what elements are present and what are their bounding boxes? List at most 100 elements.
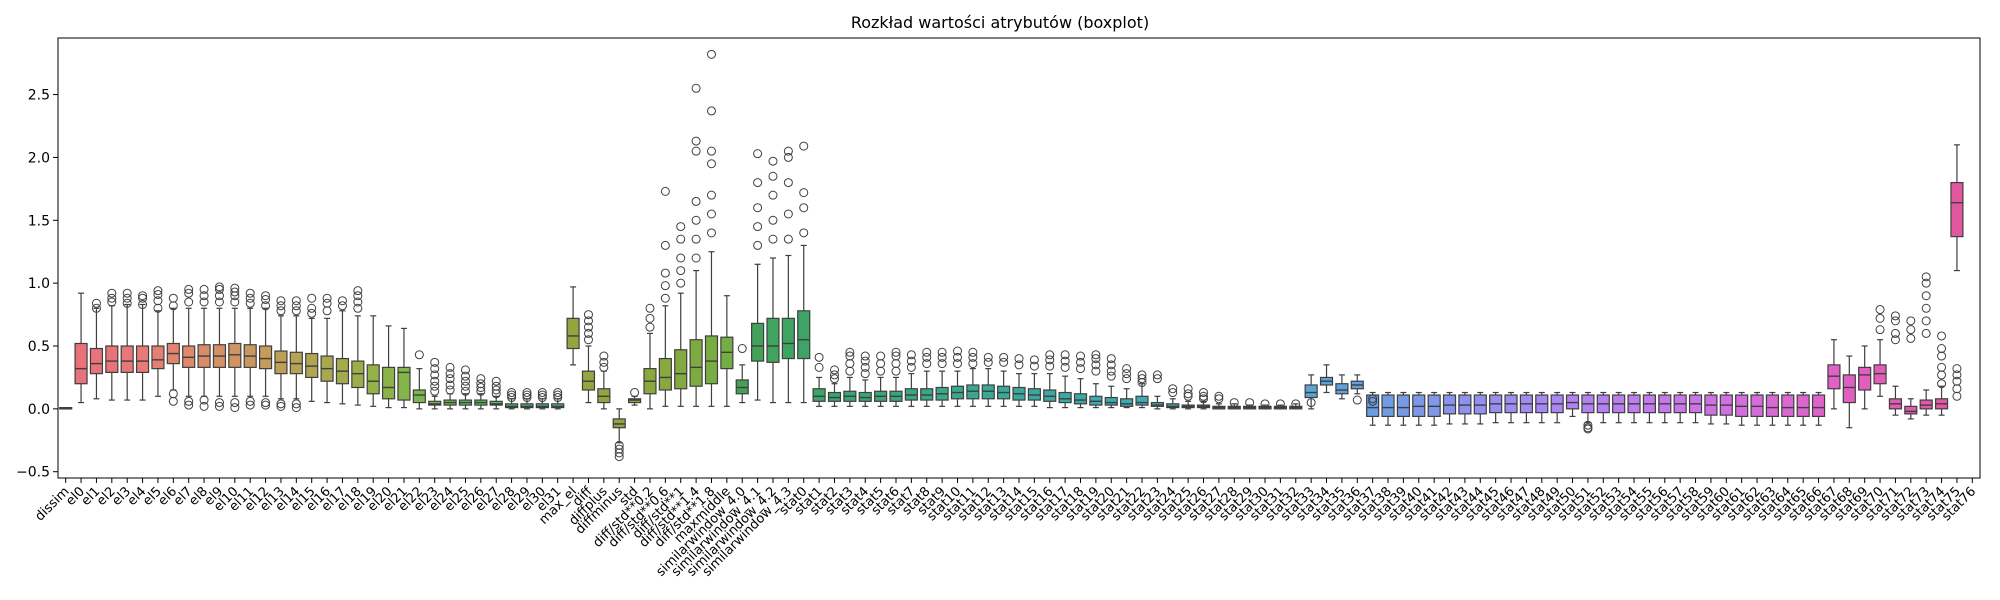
- outlier-point: [1029, 361, 1039, 371]
- outlier-point: [1890, 328, 1900, 338]
- outlier-point: [261, 400, 271, 410]
- outlier-point: [799, 141, 809, 151]
- outlier-point: [230, 283, 240, 293]
- outlier-point: [199, 284, 209, 294]
- box-stat51: [1581, 391, 1595, 434]
- outlier-point: [1921, 316, 1931, 326]
- outlier-point: [153, 289, 163, 299]
- box-diff/std**1.8: [704, 49, 719, 407]
- outlier-point: [676, 222, 686, 232]
- box-stat26: [1196, 388, 1211, 410]
- outlier-point: [906, 362, 916, 372]
- outlier-point: [799, 188, 809, 198]
- outlier-point: [1106, 360, 1116, 370]
- outlier-point: [1937, 379, 1947, 389]
- outlier-point: [1152, 374, 1162, 384]
- box-diffminus: [612, 408, 626, 462]
- box-stat53: [1612, 391, 1626, 424]
- outlier-point: [1906, 333, 1916, 343]
- box-el5: [151, 286, 165, 397]
- outlier-point: [845, 347, 855, 357]
- outlier-point: [1352, 395, 1362, 405]
- outlier-point: [276, 301, 286, 311]
- outlier-point: [599, 362, 609, 372]
- box-el17: [335, 296, 350, 405]
- box-stat24: [1166, 384, 1180, 410]
- outlier-point: [691, 146, 701, 156]
- outlier-point: [1937, 344, 1947, 354]
- box-stat50: [1565, 391, 1580, 417]
- outlier-point: [1583, 420, 1593, 430]
- outlier-point: [660, 293, 670, 303]
- box-stat64: [1781, 391, 1795, 426]
- box-stat21: [1120, 364, 1134, 409]
- box-iqr: [89, 347, 104, 375]
- outlier-point: [445, 385, 455, 395]
- box-iqr: [1304, 384, 1318, 399]
- box-diffplus: [597, 351, 611, 410]
- box-stat17: [1058, 350, 1072, 409]
- outlier-point: [507, 393, 517, 403]
- outlier-point: [999, 357, 1009, 367]
- outlier-point: [1091, 366, 1101, 376]
- box-stat36: [1350, 374, 1364, 405]
- box-stat66: [1811, 391, 1826, 426]
- outlier-point: [1275, 399, 1285, 409]
- outlier-point: [583, 335, 593, 345]
- box-stat3: [843, 347, 857, 407]
- outlier-point: [122, 288, 132, 298]
- outlier-point: [1306, 398, 1316, 408]
- outlier-point: [445, 374, 455, 384]
- outlier-point: [337, 296, 347, 306]
- y-tick-label: 2.5: [28, 88, 50, 104]
- outlier-point: [922, 352, 932, 362]
- outlier-point: [1137, 370, 1147, 380]
- box-iqr: [1765, 394, 1780, 417]
- outlier-point: [691, 83, 701, 93]
- outlier-point: [184, 396, 194, 406]
- box-diff/std**1.4: [689, 83, 703, 407]
- outlier-point: [691, 136, 701, 146]
- outlier-point: [660, 268, 670, 278]
- box-stat74: [1934, 331, 1949, 416]
- outlier-point: [214, 297, 224, 307]
- y-tick-label: 1.5: [28, 213, 50, 229]
- box-stat55: [1642, 391, 1657, 424]
- box-stat65: [1796, 391, 1810, 426]
- outlier-point: [1291, 399, 1301, 409]
- outlier-point: [153, 286, 163, 296]
- box-stat15: [1027, 355, 1041, 407]
- box-maxmiddle: [720, 295, 734, 407]
- outlier-point: [645, 322, 655, 332]
- outlier-point: [537, 390, 547, 400]
- box-stat19: [1089, 350, 1103, 409]
- outlier-point: [1060, 356, 1070, 366]
- outlier-point: [430, 376, 440, 386]
- box-diff/std**0.6: [658, 186, 672, 407]
- outlier-point: [276, 401, 286, 411]
- outlier-point: [753, 203, 763, 213]
- box-max_el: [566, 286, 580, 366]
- box-iqr: [397, 366, 411, 401]
- outlier-point: [799, 203, 809, 213]
- box-iqr: [1396, 394, 1410, 417]
- box-el16: [320, 293, 334, 404]
- box-iqr: [1335, 383, 1349, 395]
- box-stat14: [1012, 354, 1026, 407]
- outlier-point: [860, 351, 870, 361]
- outlier-point: [199, 401, 209, 411]
- outlier-point: [507, 388, 517, 398]
- outlier-point: [245, 293, 255, 303]
- outlier-point: [583, 328, 593, 338]
- outlier-point: [522, 388, 532, 398]
- outlier-point: [430, 357, 440, 367]
- box-el21: [397, 327, 411, 409]
- outlier-point: [460, 386, 470, 396]
- outlier-point: [199, 297, 209, 307]
- box-iqr: [658, 357, 672, 391]
- box-iqr: [1858, 366, 1872, 391]
- outlier-point: [291, 306, 301, 316]
- outlier-point: [1229, 398, 1239, 408]
- outlier-point: [1060, 350, 1070, 360]
- outlier-point: [1106, 354, 1116, 364]
